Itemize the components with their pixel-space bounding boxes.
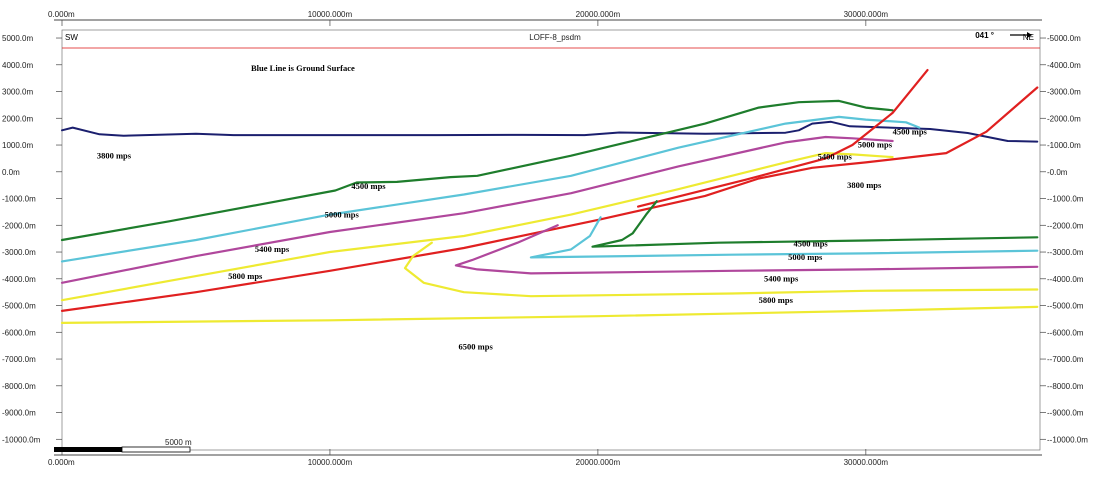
- y-tick-label-left: 5000.0m: [2, 34, 33, 43]
- series-line-red-fault: [636, 68, 929, 208]
- series-line-yellow-lower: [403, 241, 1039, 298]
- velocity-label: 5400 mps: [255, 244, 290, 254]
- y-tick-label-right: --10000.0m: [1047, 435, 1088, 444]
- series-line-cyan-upper: [60, 115, 921, 263]
- x-tick-label-top: 0.000m: [48, 10, 75, 19]
- y-tick-label-left: -5000.0m: [2, 302, 36, 311]
- y-tick-label-right: --1000.0m: [1047, 195, 1084, 204]
- series-line-red-upper: [60, 86, 1039, 312]
- x-tick-label-bottom: 30000.000m: [844, 458, 889, 467]
- y-tick-label-left: -7000.0m: [2, 355, 36, 364]
- series-line-magenta-lower: [454, 224, 1039, 275]
- x-tick-label-top: 30000.000m: [844, 10, 889, 19]
- series-group: [60, 68, 1039, 324]
- scale-bar-label: 5000 m: [165, 438, 192, 447]
- velocity-label: 5400 mps: [764, 273, 799, 283]
- y-tick-label-right: -2000.0m: [1047, 114, 1081, 123]
- x-tick-label-top: 20000.000m: [576, 10, 621, 19]
- x-tick-label-bottom: 10000.000m: [308, 458, 353, 467]
- series-line-magenta-upper: [60, 135, 894, 284]
- azimuth-label: 041 °: [975, 31, 994, 40]
- series-line-green-upper: [60, 99, 894, 242]
- velocity-label: 4500 mps: [893, 126, 928, 136]
- velocity-label: 5000 mps: [788, 252, 823, 262]
- series-line-ground-surface: [61, 120, 1039, 143]
- y-tick-label-right: -1000.0m: [1047, 141, 1081, 150]
- axis-ticks: 5000.0m 4000.0m 3000.0m 2000.0m 1000.0m 0.0m -…: [2, 10, 1088, 467]
- y-tick-label-right: --6000.0m: [1047, 328, 1084, 337]
- arrow-right-icon: [1010, 32, 1032, 38]
- velocity-label: 4500 mps: [793, 239, 828, 249]
- scale-bar: 5000 m: [54, 438, 192, 453]
- y-tick-label-left: -3000.0m: [2, 248, 36, 257]
- y-tick-label-left: 0.0m: [2, 168, 20, 177]
- ground-surface-note: Blue Line is Ground Surface: [251, 63, 355, 73]
- series-line-yellow-upper: [60, 152, 894, 302]
- y-tick-label-right: --8000.0m: [1047, 382, 1084, 391]
- velocity-label: 5400 mps: [818, 152, 853, 162]
- velocity-label: 5800 mps: [759, 295, 794, 305]
- y-tick-label-left: -6000.0m: [2, 328, 36, 337]
- y-tick-label-right: --5000.0m: [1047, 302, 1084, 311]
- y-tick-label-left: 3000.0m: [2, 88, 33, 97]
- y-tick-label-left: -1000.0m: [2, 195, 36, 204]
- velocity-label: 5800 mps: [228, 271, 263, 281]
- y-tick-label-left: 2000.0m: [2, 114, 33, 123]
- y-tick-label-right: --7000.0m: [1047, 355, 1084, 364]
- direction-sw: SW: [65, 33, 78, 42]
- y-tick-label-right: --9000.0m: [1047, 409, 1084, 418]
- y-tick-label-right: -0.0m: [1047, 168, 1068, 177]
- x-tick-label-bottom: 20000.000m: [576, 458, 621, 467]
- y-tick-label-right: -4000.0m: [1047, 61, 1081, 70]
- y-tick-label-right: -3000.0m: [1047, 88, 1081, 97]
- y-tick-label-left: -10000.0m: [2, 435, 41, 444]
- chart-title: LOFF-8_psdm: [529, 33, 581, 42]
- direction-ne: NE: [1023, 33, 1034, 42]
- velocity-label: 3800 mps: [97, 150, 132, 160]
- y-tick-label-left: -4000.0m: [2, 275, 36, 284]
- y-tick-label-left: -8000.0m: [2, 382, 36, 391]
- y-tick-label-left: 1000.0m: [2, 141, 33, 150]
- y-tick-label-right: --2000.0m: [1047, 221, 1084, 230]
- y-tick-label-right: -5000.0m: [1047, 34, 1081, 43]
- velocity-label: 4500 mps: [351, 181, 386, 191]
- y-tick-label-left: 4000.0m: [2, 61, 33, 70]
- y-tick-label-left: -9000.0m: [2, 409, 36, 418]
- series-line-cyan-lower: [529, 216, 1039, 259]
- velocity-label: 6500 mps: [459, 342, 494, 352]
- y-tick-label-right: --4000.0m: [1047, 275, 1084, 284]
- series-line-yellow-6500: [60, 305, 1039, 324]
- x-tick-label-bottom: 0.000m: [48, 458, 75, 467]
- y-tick-label-right: --3000.0m: [1047, 248, 1084, 257]
- velocity-label: 5000 mps: [858, 140, 893, 150]
- x-tick-label-top: 10000.000m: [308, 10, 353, 19]
- velocity-label: 5000 mps: [325, 209, 360, 219]
- y-tick-label-left: -2000.0m: [2, 221, 36, 230]
- velocity-label: 3800 mps: [847, 180, 882, 190]
- series-line-green-lower: [591, 200, 1039, 248]
